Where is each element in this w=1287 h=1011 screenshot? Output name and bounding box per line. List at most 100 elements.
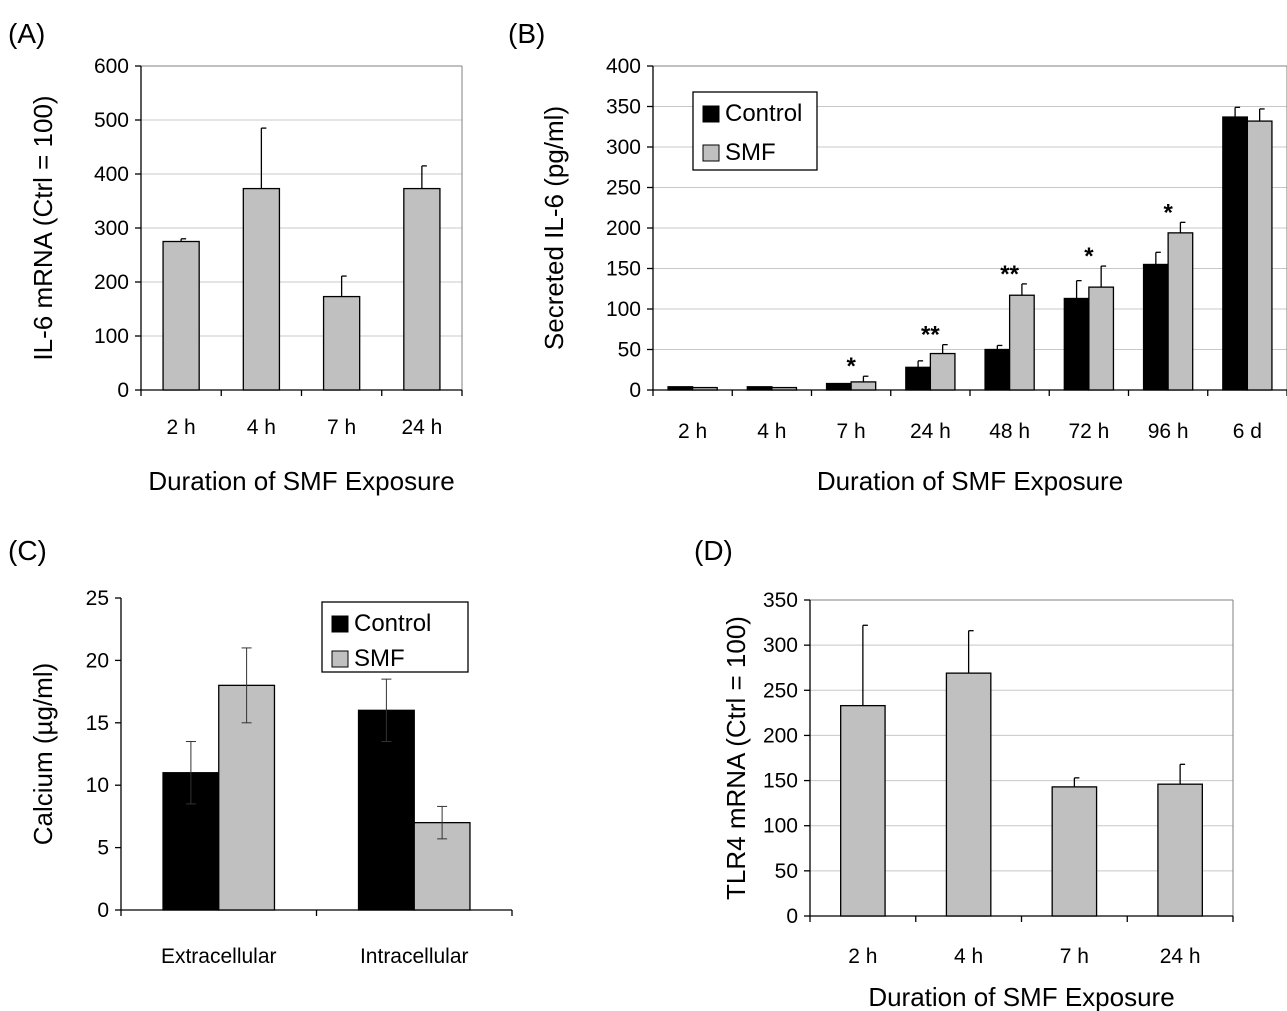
y-tick-label: 300 — [94, 217, 129, 240]
y-tick-label: 150 — [606, 258, 641, 281]
y-tick-label: 0 — [97, 899, 109, 922]
x-tick-label: 2 h — [848, 945, 877, 968]
bar-control-5 — [1063, 297, 1090, 391]
bar-value-0 — [840, 704, 886, 917]
bar-smf-0 — [218, 684, 276, 911]
y-axis-title: Calcium (µg/ml) — [28, 663, 58, 846]
y-tick-label: 400 — [94, 163, 129, 186]
y-tick-label: 200 — [606, 217, 641, 240]
x-tick-label: 6 d — [1233, 420, 1262, 443]
bar-smf-4 — [1008, 294, 1035, 391]
panel-label: (D) — [694, 535, 733, 566]
bar-control-7 — [1222, 116, 1249, 391]
y-axis-title: TLR4 mRNA (Ctrl = 100) — [721, 616, 751, 900]
bar-value-3 — [1157, 783, 1203, 917]
y-axis-title: IL-6 mRNA (Ctrl = 100) — [28, 95, 58, 360]
y-tick-label: 250 — [606, 177, 641, 200]
bar-smf-2 — [850, 381, 877, 391]
legend-label-smf: SMF — [725, 139, 776, 166]
y-tick-label: 350 — [606, 96, 641, 119]
x-tick-label: 4 h — [757, 420, 786, 443]
y-tick-label: 600 — [94, 55, 129, 78]
y-tick-label: 150 — [763, 770, 798, 793]
legend-swatch-control — [702, 105, 720, 123]
y-tick-label: 300 — [606, 136, 641, 159]
x-tick-label: 48 h — [989, 420, 1030, 443]
bar-value-0 — [162, 240, 200, 391]
bar-value-1 — [945, 672, 992, 917]
y-tick-label: 25 — [86, 587, 109, 610]
x-tick-label: 4 h — [954, 945, 983, 968]
legend-label-smf: SMF — [354, 645, 405, 672]
y-tick-label: 100 — [94, 325, 129, 348]
y-tick-label: 50 — [775, 860, 798, 883]
bar-smf-6 — [1167, 232, 1194, 391]
x-tick-label: 7 h — [327, 416, 356, 439]
x-tick-label: 24 h — [910, 420, 951, 443]
x-tick-label: Extracellular — [161, 945, 277, 968]
legend-label-control: Control — [354, 610, 431, 637]
legend-swatch-smf — [331, 650, 349, 668]
significance-marker: ** — [1000, 261, 1019, 288]
y-tick-label: 10 — [86, 774, 109, 797]
y-tick-label: 5 — [97, 837, 109, 860]
bar-smf-1 — [771, 386, 798, 391]
bar-control-1 — [357, 709, 415, 911]
bar-control-2 — [825, 382, 852, 391]
y-tick-label: 0 — [117, 379, 129, 402]
chart-panel-d: (D) 0 50 100 150 200 250 300 350 2 h 4 h 7 h 24 h TLR… — [694, 535, 1234, 1011]
panel-label: (B) — [508, 18, 545, 49]
x-tick-label: 24 h — [1160, 945, 1201, 968]
x-tick-label: Intracellular — [360, 945, 469, 968]
bar-control-4 — [984, 348, 1011, 391]
bar-control-6 — [1142, 263, 1169, 391]
y-tick-label: 300 — [763, 634, 798, 657]
significance-marker: ** — [921, 322, 940, 349]
significance-marker: * — [1084, 243, 1094, 270]
bar-value-2 — [1051, 786, 1098, 917]
significance-marker: * — [1163, 199, 1173, 226]
bar-value-3 — [403, 187, 441, 391]
y-axis-title: Secreted IL-6 (pg/ml) — [539, 106, 569, 350]
y-tick-label: 50 — [618, 339, 641, 362]
legend-swatch-control — [331, 615, 349, 633]
bar-control-3 — [905, 366, 932, 391]
x-tick-label: 2 h — [167, 416, 196, 439]
x-axis-title: Duration of SMF Exposure — [817, 466, 1123, 496]
bar-smf-0 — [691, 386, 718, 391]
legend-label-control: Control — [725, 100, 802, 127]
x-tick-label: 7 h — [1060, 945, 1089, 968]
chart-panel-a: (A) 0 100 200 300 400 500 600 2 h 4 h 7 h 24 h IL-6 … — [8, 18, 463, 496]
y-tick-label: 400 — [606, 55, 641, 78]
y-tick-label: 250 — [763, 679, 798, 702]
x-tick-label: 4 h — [247, 416, 276, 439]
x-axis-title: Duration of SMF Exposure — [148, 466, 454, 496]
bar-control-0 — [667, 386, 694, 391]
y-tick-label: 500 — [94, 109, 129, 132]
y-tick-label: 0 — [629, 379, 641, 402]
y-tick-label: 0 — [786, 905, 798, 928]
y-tick-label: 20 — [86, 649, 109, 672]
bar-value-2 — [322, 295, 361, 391]
y-tick-label: 200 — [763, 724, 798, 747]
y-tick-label: 350 — [763, 589, 798, 612]
bar-smf-7 — [1246, 120, 1273, 391]
bar-smf-5 — [1088, 286, 1115, 391]
bar-control-1 — [746, 386, 773, 391]
x-tick-label: 72 h — [1068, 420, 1109, 443]
significance-marker: * — [846, 353, 856, 380]
x-tick-label: 96 h — [1148, 420, 1189, 443]
y-tick-label: 200 — [94, 271, 129, 294]
x-axis-title: Duration of SMF Exposure — [868, 982, 1174, 1011]
x-tick-label: 7 h — [837, 420, 866, 443]
chart-panel-b: (B) 0 50 100 150 200 250 300 350 400 2 h 4 h 7 h 24 h… — [508, 18, 1287, 496]
chart-panel-c: (C) 0 5 10 15 20 25 Extracellular Intracellular C… — [8, 535, 513, 968]
bar-value-1 — [242, 187, 281, 391]
panel-label: (A) — [8, 18, 45, 49]
bar-smf-3 — [929, 352, 956, 391]
y-tick-label: 15 — [86, 712, 109, 735]
x-tick-label: 2 h — [678, 420, 707, 443]
y-tick-label: 100 — [606, 298, 641, 321]
panel-label: (C) — [8, 535, 47, 566]
y-tick-label: 100 — [763, 815, 798, 838]
